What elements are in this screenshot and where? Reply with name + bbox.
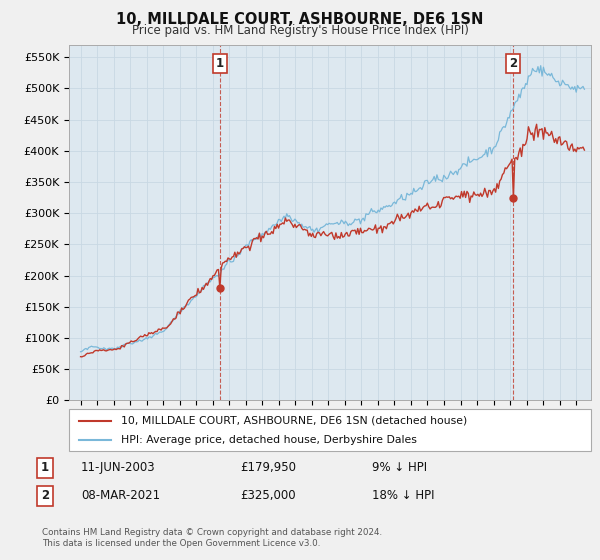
Text: 10, MILLDALE COURT, ASHBOURNE, DE6 1SN: 10, MILLDALE COURT, ASHBOURNE, DE6 1SN <box>116 12 484 27</box>
Text: 1: 1 <box>216 57 224 70</box>
Text: Price paid vs. HM Land Registry's House Price Index (HPI): Price paid vs. HM Land Registry's House … <box>131 24 469 36</box>
Text: 1: 1 <box>41 461 49 474</box>
Text: 2: 2 <box>509 57 517 70</box>
Text: 2: 2 <box>41 489 49 502</box>
Text: £325,000: £325,000 <box>240 489 296 502</box>
Text: HPI: Average price, detached house, Derbyshire Dales: HPI: Average price, detached house, Derb… <box>121 435 417 445</box>
Text: 11-JUN-2003: 11-JUN-2003 <box>81 461 155 474</box>
Text: 18% ↓ HPI: 18% ↓ HPI <box>372 489 434 502</box>
Text: 10, MILLDALE COURT, ASHBOURNE, DE6 1SN (detached house): 10, MILLDALE COURT, ASHBOURNE, DE6 1SN (… <box>121 416 467 426</box>
Text: 9% ↓ HPI: 9% ↓ HPI <box>372 461 427 474</box>
FancyBboxPatch shape <box>69 409 591 451</box>
Text: Contains HM Land Registry data © Crown copyright and database right 2024.
This d: Contains HM Land Registry data © Crown c… <box>42 528 382 548</box>
Text: 08-MAR-2021: 08-MAR-2021 <box>81 489 160 502</box>
Text: £179,950: £179,950 <box>240 461 296 474</box>
